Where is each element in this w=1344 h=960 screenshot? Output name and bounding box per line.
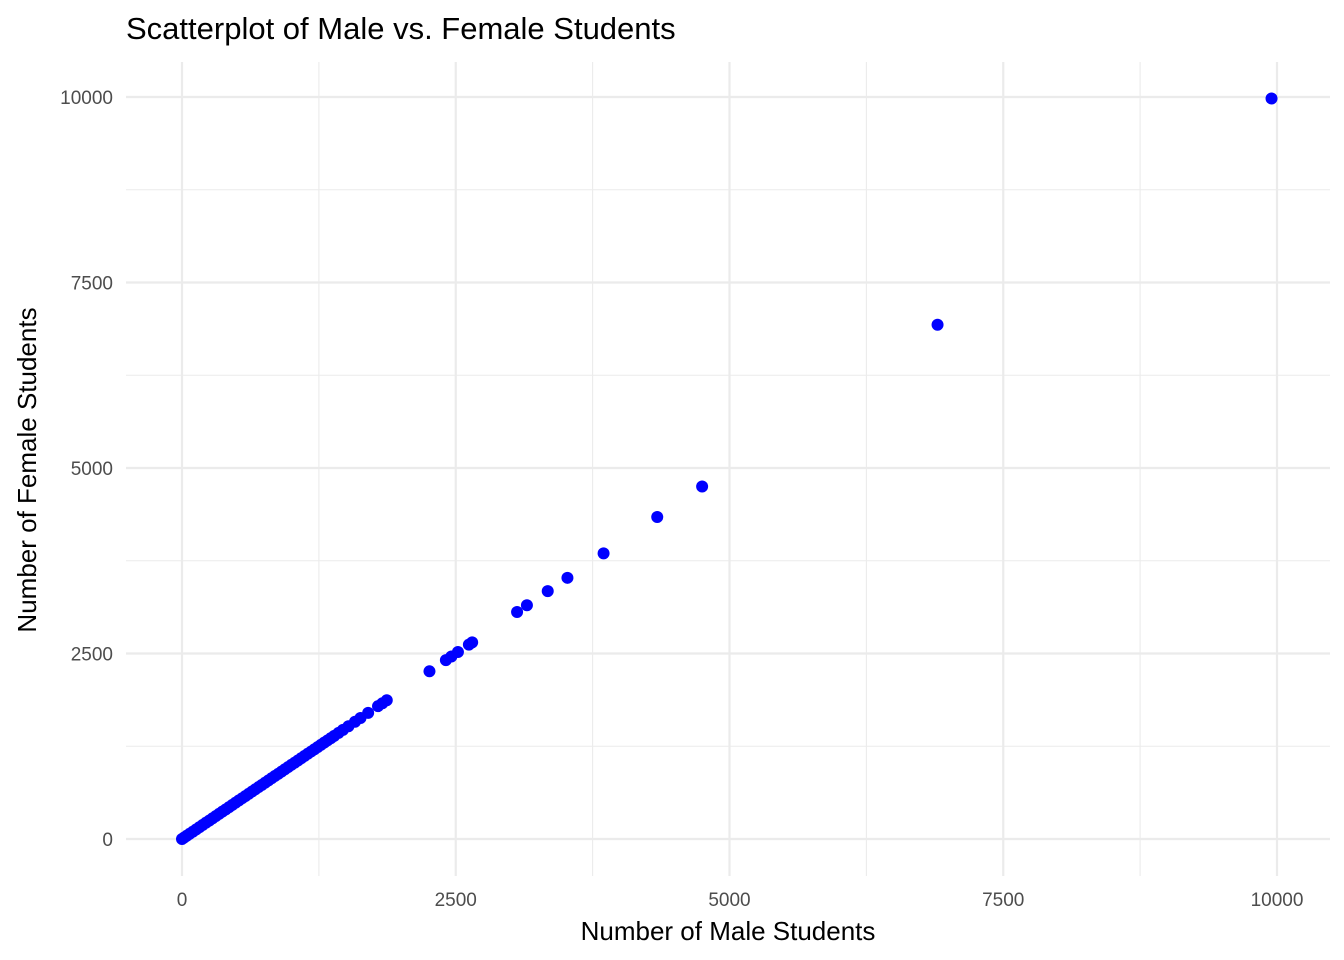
x-tick-label: 2500 [435, 890, 477, 911]
x-tick-label: 5000 [708, 890, 750, 911]
y-tick-label: 0 [102, 830, 113, 851]
x-tick-label: 10000 [1251, 890, 1304, 911]
x-axis-label: Number of Male Students [581, 916, 876, 946]
y-tick-label: 10000 [60, 88, 113, 109]
x-tick-label: 7500 [982, 890, 1024, 911]
data-point [597, 547, 610, 560]
data-point [451, 646, 464, 659]
x-tick-labels: 0 2500 5000 7500 10000 [177, 890, 1304, 911]
y-tick-label: 7500 [71, 274, 113, 295]
data-point [511, 605, 524, 618]
x-tick-label: 0 [177, 890, 188, 911]
data-point [1265, 92, 1278, 105]
chart-title: Scatterplot of Male vs. Female Students [126, 11, 676, 46]
data-points [176, 92, 1278, 845]
y-tick-label: 2500 [71, 645, 113, 666]
data-point [466, 636, 479, 649]
y-axis-label: Number of Female Students [12, 307, 42, 632]
data-point [520, 599, 533, 612]
data-point [651, 510, 664, 523]
y-tick-label: 5000 [71, 459, 113, 480]
y-tick-labels: 0 2500 5000 7500 10000 [60, 88, 113, 851]
data-point [931, 318, 944, 331]
grid [126, 62, 1330, 876]
data-point [541, 585, 554, 598]
data-point [423, 665, 436, 678]
data-point [696, 480, 709, 493]
data-point [561, 571, 574, 584]
data-point [362, 706, 375, 719]
data-point [380, 694, 393, 707]
